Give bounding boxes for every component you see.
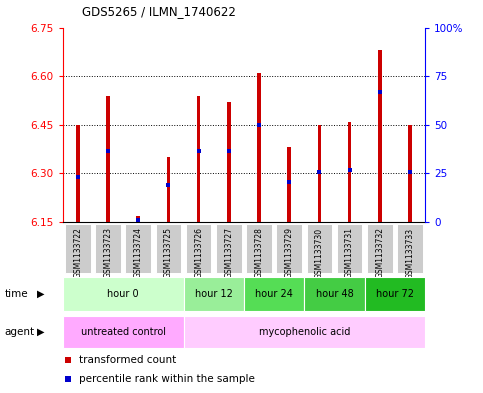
Bar xyxy=(95,224,121,273)
Text: hour 48: hour 48 xyxy=(315,289,354,299)
Bar xyxy=(287,147,291,222)
Bar xyxy=(244,277,304,311)
Text: hour 0: hour 0 xyxy=(107,289,139,299)
Text: GDS5265 / ILMN_1740622: GDS5265 / ILMN_1740622 xyxy=(82,5,236,18)
Text: GSM1133726: GSM1133726 xyxy=(194,228,203,279)
Bar xyxy=(63,316,184,348)
Bar xyxy=(184,277,244,311)
Bar xyxy=(186,224,212,273)
Text: mycophenolic acid: mycophenolic acid xyxy=(258,327,350,337)
Bar xyxy=(246,224,272,273)
Text: transformed count: transformed count xyxy=(79,355,176,365)
Bar xyxy=(365,277,425,311)
Bar xyxy=(156,224,181,273)
Text: hour 72: hour 72 xyxy=(376,289,414,299)
Text: time: time xyxy=(5,289,28,299)
Bar xyxy=(378,50,382,222)
Text: untreated control: untreated control xyxy=(81,327,166,337)
Bar xyxy=(106,95,110,222)
Bar xyxy=(76,125,80,222)
Bar xyxy=(184,316,425,348)
Text: agent: agent xyxy=(5,327,35,337)
Bar xyxy=(167,157,170,222)
Text: GSM1133723: GSM1133723 xyxy=(103,228,113,279)
Text: GSM1133728: GSM1133728 xyxy=(255,228,264,278)
Bar xyxy=(137,216,140,222)
Text: GSM1133725: GSM1133725 xyxy=(164,228,173,279)
Bar xyxy=(318,125,321,222)
Bar xyxy=(257,73,261,222)
Text: percentile rank within the sample: percentile rank within the sample xyxy=(79,375,255,384)
Text: GSM1133733: GSM1133733 xyxy=(405,228,414,279)
Bar xyxy=(126,224,151,273)
Text: ▶: ▶ xyxy=(37,289,45,299)
Text: GSM1133732: GSM1133732 xyxy=(375,228,384,279)
Bar xyxy=(304,277,365,311)
Bar xyxy=(227,102,231,222)
Text: GSM1133730: GSM1133730 xyxy=(315,228,324,279)
Bar xyxy=(216,224,242,273)
Bar xyxy=(337,224,362,273)
Bar xyxy=(65,224,91,273)
Bar xyxy=(367,224,393,273)
Text: GSM1133729: GSM1133729 xyxy=(284,228,294,279)
Bar xyxy=(63,277,184,311)
Text: GSM1133724: GSM1133724 xyxy=(134,228,143,279)
Text: hour 24: hour 24 xyxy=(255,289,293,299)
Text: hour 12: hour 12 xyxy=(195,289,233,299)
Text: GSM1133727: GSM1133727 xyxy=(224,228,233,279)
Bar xyxy=(276,224,302,273)
Bar xyxy=(348,121,352,222)
Text: GSM1133722: GSM1133722 xyxy=(73,228,83,278)
Text: ▶: ▶ xyxy=(37,327,45,337)
Bar xyxy=(397,224,423,273)
Text: GSM1133731: GSM1133731 xyxy=(345,228,354,279)
Bar xyxy=(307,224,332,273)
Bar xyxy=(197,95,200,222)
Bar xyxy=(408,125,412,222)
